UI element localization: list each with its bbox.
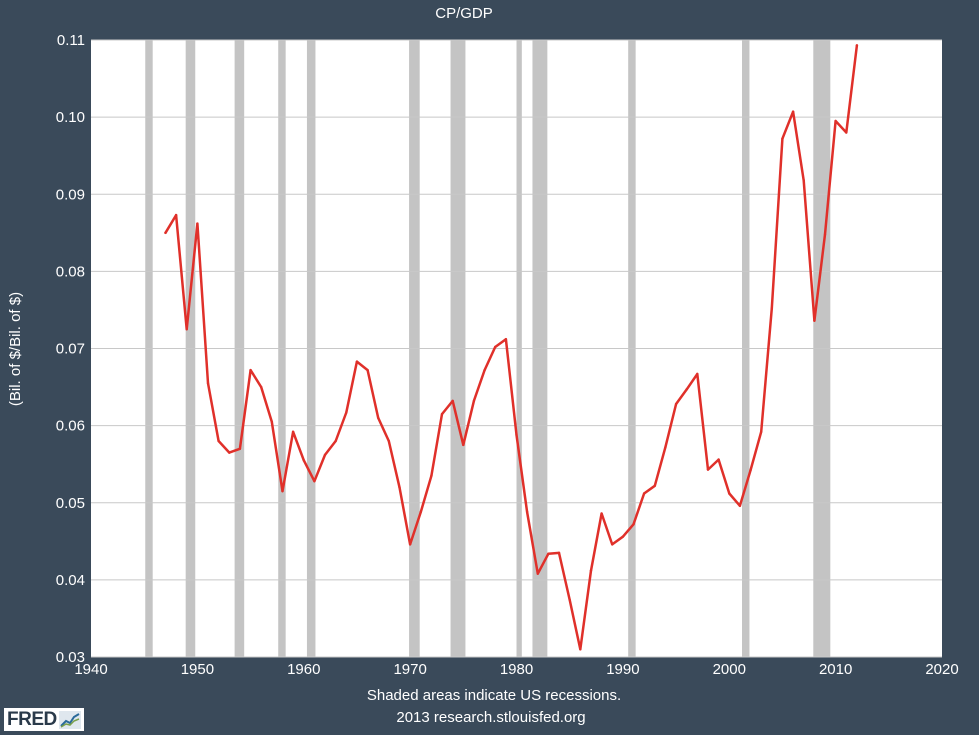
data-point-2003: [759, 430, 763, 433]
data-point-2007: [802, 179, 805, 182]
fred-logo-text: FRED: [7, 709, 57, 730]
data-point-2002: [749, 469, 752, 472]
data-point-1959: [291, 430, 295, 433]
recession-note: Shaded areas indicate US recessions.: [367, 687, 621, 704]
data-point-1969: [398, 486, 401, 489]
data-point-1950: [196, 222, 199, 225]
gridlines: [91, 39, 942, 658]
x-tick-label-1970: 1970: [393, 661, 426, 678]
data-point-1948: [174, 213, 178, 217]
data-point-1993: [653, 484, 656, 487]
data-point-2004: [770, 307, 773, 310]
data-point-1992: [642, 492, 646, 495]
data-point-2006: [791, 110, 795, 113]
y-tick-label-0.11: 0.11: [57, 32, 85, 49]
data-point-1999: [717, 458, 720, 461]
series-layer: [164, 44, 859, 651]
data-point-1962: [323, 453, 327, 457]
data-point-1990: [621, 535, 625, 538]
data-point-1957: [270, 420, 274, 423]
y-tick-label-0.03: 0.03: [56, 649, 85, 666]
fred-logo: FRED: [4, 708, 84, 731]
data-point-1975: [462, 443, 465, 447]
data-point-1963: [334, 439, 337, 443]
data-point-2012: [855, 44, 859, 47]
data-point-1986: [579, 648, 582, 651]
data-point-1976: [472, 399, 476, 403]
data-point-1967: [377, 416, 380, 420]
x-tick-label-1950: 1950: [181, 661, 214, 678]
y-tick-label-0.06: 0.06: [56, 418, 85, 435]
x-tick-label-2010: 2010: [819, 661, 852, 678]
data-point-1974: [451, 399, 454, 403]
data-point-1947: [164, 231, 167, 235]
data-point-1968: [387, 439, 391, 443]
trend-chart-icon: [58, 710, 81, 729]
data-point-2010: [834, 119, 837, 123]
x-tick-label-1960: 1960: [287, 661, 320, 678]
data-point-1985: [568, 598, 571, 602]
data-point-1955: [249, 368, 252, 372]
data-point-1949: [185, 328, 188, 331]
data-point-2008: [813, 319, 816, 322]
data-point-1978: [494, 345, 497, 349]
data-point-1991: [632, 523, 635, 526]
data-point-1971: [419, 510, 422, 514]
source-credit: 2013 research.stlouisfed.org: [396, 709, 585, 726]
series-line-0: [164, 44, 859, 651]
data-point-1996: [685, 388, 688, 391]
y-tick-label-0.04: 0.04: [56, 572, 85, 589]
data-point-1960: [302, 459, 305, 462]
y-axis-ticks: 0.03 0.04 0.05 0.06 0.07 0.08 0.09 0.10 0.11: [56, 32, 85, 666]
data-point-1984: [557, 551, 561, 555]
data-point-1980: [515, 433, 518, 437]
data-point-2011: [845, 131, 848, 134]
data-point-1958: [281, 489, 284, 493]
y-tick-label-0.09: 0.09: [56, 186, 85, 203]
x-tick-label-1940: 1940: [74, 661, 107, 678]
data-point-1965: [355, 360, 359, 363]
data-point-1998: [706, 468, 710, 471]
data-point-1954: [238, 447, 242, 450]
data-point-1966: [366, 368, 369, 372]
x-tick-label-2000: 2000: [713, 661, 746, 678]
data-point-2005: [781, 137, 784, 140]
data-point-2001: [738, 504, 742, 508]
x-axis-ticks: 1940 1950 1960 1970 1980 1990 2000 2010 2020: [74, 661, 958, 678]
data-point-1987: [589, 569, 593, 572]
data-point-1997: [696, 372, 699, 376]
x-tick-label-2020: 2020: [925, 661, 958, 678]
chart-title: CP/GDP: [435, 5, 493, 22]
y-tick-label-0.08: 0.08: [56, 263, 85, 280]
data-point-2000: [728, 492, 731, 495]
data-point-1981: [525, 510, 529, 514]
data-point-1994: [664, 446, 667, 449]
y-tick-label-0.07: 0.07: [56, 341, 85, 358]
data-point-1977: [483, 368, 486, 372]
data-point-1989: [611, 543, 614, 546]
data-point-1982: [536, 572, 539, 575]
data-point-1956: [260, 385, 263, 389]
data-point-1953: [228, 451, 231, 454]
data-point-1972: [430, 474, 433, 477]
data-point-1970: [408, 543, 412, 546]
data-point-1995: [674, 402, 678, 406]
y-tick-label-0.10: 0.10: [56, 109, 85, 126]
data-point-1951: [206, 382, 210, 385]
data-point-2009: [823, 233, 827, 236]
data-point-1983: [547, 552, 550, 555]
data-point-1988: [600, 512, 603, 515]
data-point-1952: [217, 439, 220, 443]
y-axis-label: (Bil. of $/Bil. of $): [7, 292, 24, 406]
data-point-1979: [504, 338, 508, 341]
x-tick-label-1980: 1980: [500, 661, 533, 678]
x-tick-label-1990: 1990: [606, 661, 639, 678]
data-point-1973: [440, 412, 444, 416]
data-point-1964: [345, 411, 348, 414]
data-point-1961: [313, 479, 316, 483]
y-tick-label-0.05: 0.05: [56, 495, 85, 512]
